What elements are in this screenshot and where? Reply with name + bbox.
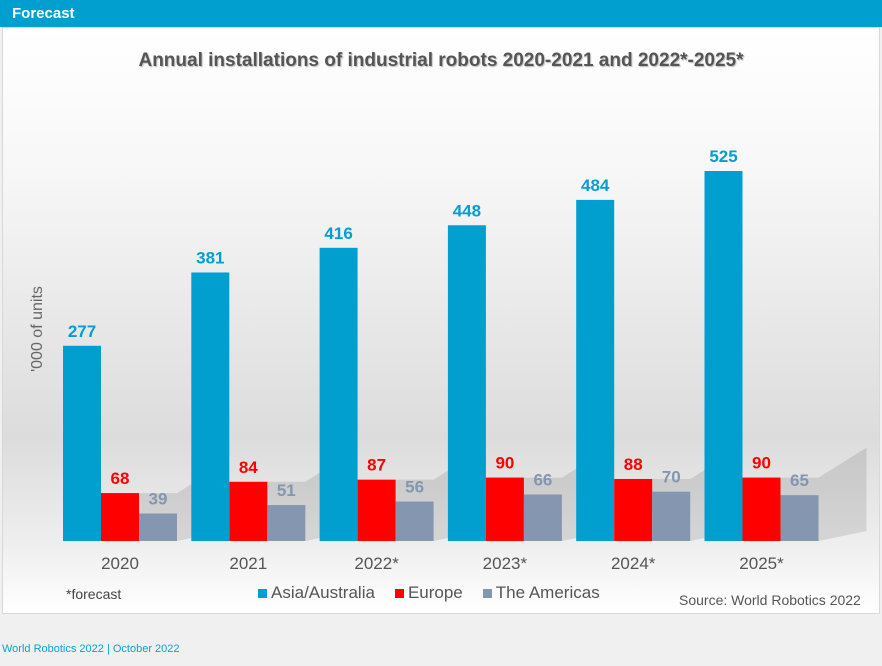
data-label-europe-2022: 87 (367, 456, 386, 475)
bar-asia-2023 (447, 225, 486, 541)
data-label-americas-2022: 56 (405, 478, 424, 497)
data-label-americas-2024: 70 (662, 468, 681, 487)
bar-europe-2020 (101, 493, 139, 541)
data-label-asia-2022: 416 (324, 224, 352, 243)
bar-americas-2025 (780, 495, 819, 541)
bar-europe-2021 (229, 481, 268, 541)
data-label-asia-2020: 277 (68, 322, 96, 341)
x-tick-label: 2021 (229, 554, 267, 573)
bar-europe-2023 (485, 477, 524, 541)
chart-title: Annual installations of industrial robot… (138, 50, 744, 71)
x-tick-label: 2023* (483, 554, 528, 573)
data-label-asia-2025: 525 (709, 147, 737, 166)
legend-swatch-asia (258, 588, 267, 598)
bar-americas-2020 (139, 513, 177, 541)
forecast-note: *forecast (66, 586, 122, 602)
data-label-asia-2021: 381 (196, 248, 224, 267)
data-label-americas-2020: 39 (149, 490, 168, 509)
x-tick-label: 2022* (354, 554, 399, 573)
x-tick-label: 2020 (101, 554, 139, 573)
data-label-europe-2020: 68 (111, 469, 130, 488)
header-bar: Forecast (0, 0, 882, 27)
x-tick-label: 2025* (739, 554, 784, 573)
data-label-americas-2023: 66 (533, 470, 552, 489)
legend-label-americas: The Americas (495, 583, 600, 602)
legend-item-asia: Asia/Australia (258, 583, 375, 603)
bar-asia-2024 (576, 199, 615, 541)
bar-asia-2021 (191, 272, 230, 541)
bar-europe-2025 (742, 477, 781, 541)
data-label-europe-2021: 84 (239, 458, 258, 477)
legend-item-americas: The Americas (482, 583, 600, 603)
bar-asia-2025 (704, 171, 743, 541)
legend-label-asia: Asia/Australia (271, 583, 375, 602)
bar-shadow (742, 447, 867, 541)
bottom-footer: World Robotics 2022 | October 2022 (2, 643, 180, 655)
data-label-europe-2025: 90 (752, 454, 771, 473)
bar-americas-2023 (523, 494, 562, 541)
bar-asia-2022 (319, 247, 358, 542)
bar-americas-2021 (267, 505, 306, 541)
legend-item-europe: Europe (394, 583, 463, 603)
bar-americas-2024 (652, 491, 691, 541)
bar-americas-2022 (395, 501, 434, 541)
data-label-asia-2023: 448 (453, 201, 481, 220)
data-label-europe-2023: 90 (495, 454, 514, 473)
data-label-americas-2025: 65 (790, 471, 809, 490)
source-note: Source: World Robotics 2022 (679, 592, 861, 608)
x-tick-label: 2024* (611, 554, 656, 573)
header-title: Forecast (12, 5, 75, 22)
data-label-americas-2021: 51 (277, 481, 296, 500)
data-label-europe-2024: 88 (624, 455, 643, 474)
legend-swatch-europe (394, 588, 404, 598)
bar-europe-2024 (614, 478, 653, 541)
legend: Asia/Australia Europe The Americas (258, 583, 600, 603)
bar-europe-2022 (357, 479, 396, 541)
data-label-asia-2024: 484 (581, 176, 610, 195)
bar-asia-2020 (63, 345, 101, 541)
legend-label-europe: Europe (407, 583, 463, 602)
legend-swatch-americas (482, 588, 492, 598)
